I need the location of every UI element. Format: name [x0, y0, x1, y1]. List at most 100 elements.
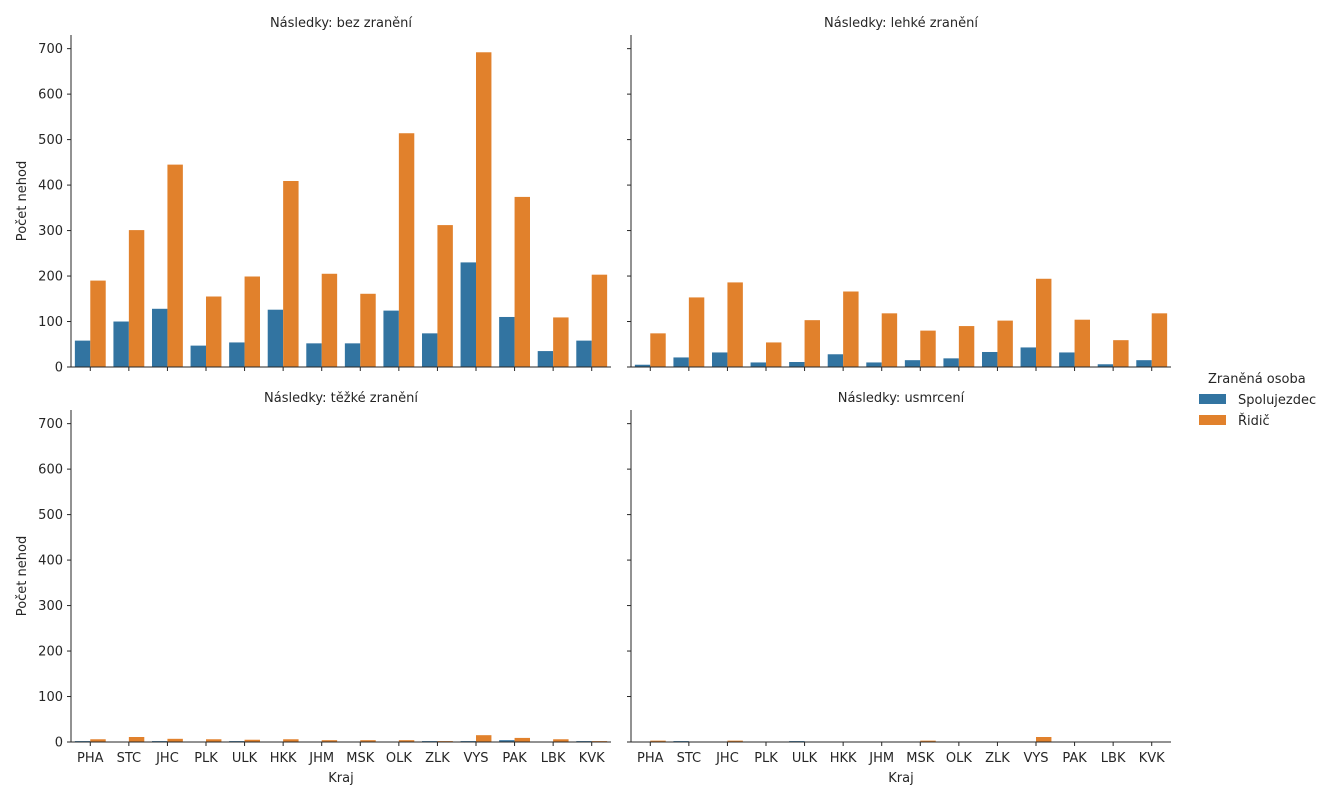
bar-ridic-ulk — [804, 320, 820, 367]
legend-swatch-ridic — [1199, 415, 1226, 425]
legend-label-spolujezdec: Spolujezdec — [1238, 393, 1316, 408]
bar-ridic-kvk — [591, 274, 608, 367]
bar-ridic-msk — [920, 330, 936, 367]
y-tick-label: 400 — [38, 179, 63, 194]
chart-panels: Následky: bez zranění 0 100 200 300 400 500 600… — [38, 16, 1171, 766]
bar-spolujezdec-stc — [113, 321, 129, 367]
x-tick-label: KVK — [579, 751, 605, 766]
x-tick-label: JHM — [308, 751, 334, 766]
y-tick-label: 300 — [38, 224, 63, 239]
y-tick-label: 200 — [38, 270, 63, 285]
x-tick-label: MSK — [906, 751, 934, 766]
bar-ridic-stc — [128, 230, 145, 367]
y-tick-label: 200 — [38, 645, 63, 660]
bar-spolujezdec-jhc — [152, 308, 168, 367]
bar-ridic-pha — [90, 280, 106, 367]
x-tick-label: ULK — [232, 751, 258, 766]
y-tick-label: 600 — [38, 463, 63, 478]
bar-ridic-hkk — [283, 180, 299, 367]
y-tick-label: 500 — [38, 508, 63, 523]
bar-spolujezdec-msk — [904, 360, 921, 367]
y-tick-label: 700 — [38, 417, 63, 432]
bar-ridic-msk — [360, 293, 376, 367]
x-tick-label: VYS — [463, 751, 488, 766]
panel-title: Následky: usmrcení — [838, 391, 965, 406]
bar-spolujezdec-jhm — [866, 362, 882, 367]
x-tick-label: PLK — [194, 751, 218, 766]
bar-ridic-kvk — [1151, 313, 1168, 367]
y-tick-label: 600 — [38, 88, 63, 103]
bar-spolujezdec-olk — [383, 310, 399, 367]
bar-ridic-stc — [688, 297, 705, 367]
y-axis-label-top: Počet nehod — [15, 161, 30, 241]
bar-spolujezdec-lbk — [1097, 364, 1114, 367]
bar-ridic-zlk — [437, 225, 453, 367]
x-tick-label: STC — [677, 751, 702, 766]
y-tick-label: 400 — [38, 554, 63, 569]
x-tick-label: HKK — [830, 751, 857, 766]
bar-spolujezdec-hkk — [267, 309, 284, 367]
x-axis-label-left: Kraj — [328, 771, 353, 786]
bar-spolujezdec-pak — [499, 740, 515, 742]
bar-spolujezdec-zlk — [982, 351, 998, 367]
x-axis-label-right: Kraj — [888, 771, 913, 786]
bar-ridic-olk — [958, 326, 975, 367]
y-tick-label: 100 — [38, 315, 63, 330]
bar-ridic-plk — [206, 296, 222, 367]
bar-ridic-msk — [360, 740, 376, 742]
bar-ridic-lbk — [553, 317, 569, 367]
bar-ridic-jhm — [321, 740, 338, 742]
x-tick-label: PHA — [637, 751, 664, 766]
legend: Zraněná osoba Spolujezdec Řidič — [1199, 372, 1316, 429]
bar-ridic-pha — [90, 739, 106, 742]
bar-ridic-pha — [650, 740, 666, 742]
x-tick-label: JHC — [155, 751, 179, 766]
bar-spolujezdec-stc — [673, 357, 689, 367]
y-tick-label: 300 — [38, 599, 63, 614]
bar-ridic-vys — [1036, 278, 1052, 367]
bar-ridic-plk — [206, 739, 222, 742]
x-tick-label: PAK — [1062, 751, 1087, 766]
x-tick-label: ZLK — [425, 751, 450, 766]
bar-ridic-jhc — [727, 282, 743, 367]
bar-spolujezdec-jhm — [306, 343, 322, 367]
bar-ridic-pha — [650, 333, 666, 367]
bar-ridic-vys — [476, 52, 492, 367]
y-tick-label: 100 — [38, 690, 63, 705]
bar-ridic-jhm — [881, 313, 898, 367]
panel-title: Následky: bez zranění — [270, 16, 412, 31]
bar-ridic-jhc — [727, 740, 743, 742]
bar-ridic-plk — [766, 342, 782, 367]
bar-ridic-olk — [398, 133, 415, 367]
y-tick-label: 700 — [38, 42, 63, 57]
bar-spolujezdec-ulk — [789, 362, 805, 367]
bar-spolujezdec-plk — [190, 345, 206, 367]
x-tick-label: LBK — [1101, 751, 1126, 766]
x-tick-label: KVK — [1139, 751, 1165, 766]
panel-title: Následky: těžké zranění — [264, 391, 418, 406]
x-tick-label: PHA — [77, 751, 104, 766]
bar-spolujezdec-hkk — [827, 354, 844, 367]
bar-ridic-lbk — [553, 739, 569, 742]
x-tick-label: JHM — [868, 751, 894, 766]
bar-ridic-hkk — [283, 739, 299, 742]
bar-spolujezdec-pak — [1059, 352, 1075, 367]
x-tick-label: STC — [117, 751, 142, 766]
x-tick-label: ZLK — [985, 751, 1010, 766]
x-tick-label: LBK — [541, 751, 566, 766]
bar-spolujezdec-ulk — [229, 342, 245, 367]
bar-spolujezdec-lbk — [537, 351, 554, 367]
y-axis-label-bottom: Počet nehod — [15, 536, 30, 616]
x-tick-label: OLK — [386, 751, 412, 766]
bar-spolujezdec-vys — [460, 262, 476, 367]
panel-2: Následky: lehké zranění — [627, 16, 1171, 371]
legend-title: Zraněná osoba — [1208, 372, 1306, 387]
bar-spolujezdec-jhc — [712, 352, 728, 367]
bar-spolujezdec-pha — [634, 364, 651, 367]
bar-spolujezdec-pak — [499, 316, 515, 367]
bar-ridic-ulk — [244, 276, 260, 367]
bar-ridic-jhm — [321, 273, 338, 367]
bar-spolujezdec-kvk — [1136, 360, 1152, 367]
x-tick-label: PAK — [502, 751, 527, 766]
